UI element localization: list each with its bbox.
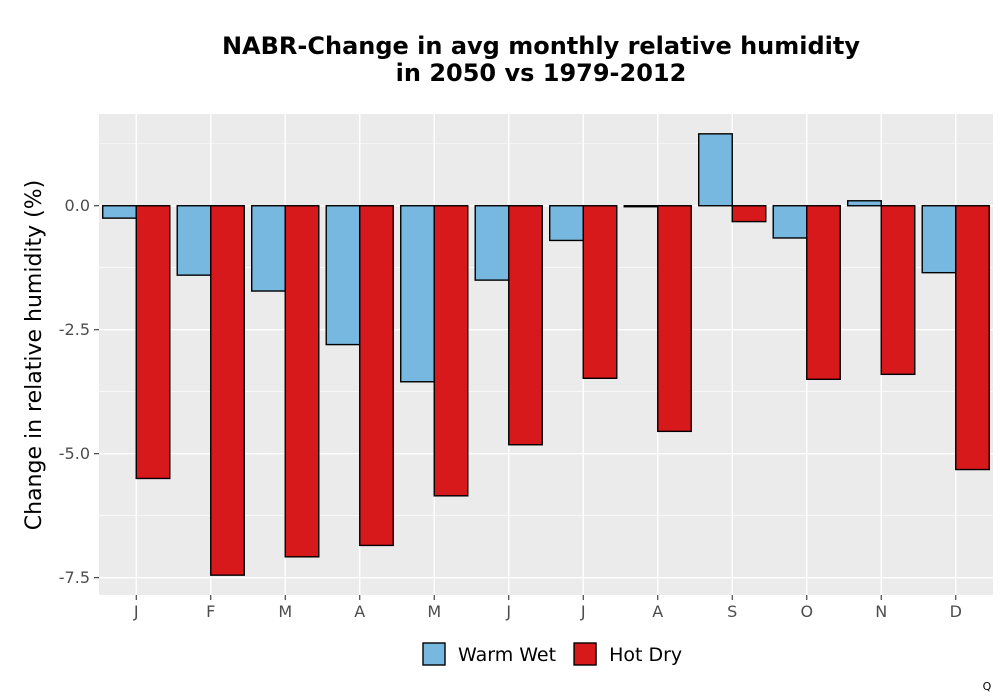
bar	[623, 205, 659, 208]
legend-label: Hot Dry	[609, 644, 682, 666]
footnote: Q	[983, 680, 992, 693]
bar	[102, 205, 137, 219]
bar	[508, 205, 543, 446]
x-tick-label: N	[875, 602, 887, 621]
bar	[921, 205, 957, 274]
chart-title-line-2: in 2050 vs 1979-2012	[396, 59, 687, 87]
x-tick-label: D	[950, 602, 962, 621]
bars	[102, 133, 990, 576]
bar	[400, 205, 435, 383]
y-tick-label: 0.0	[65, 196, 90, 215]
y-tick-label: -7.5	[59, 568, 90, 587]
bar	[433, 205, 469, 497]
x-tick-label: J	[580, 602, 586, 621]
bar	[251, 205, 286, 292]
legend-label: Warm Wet	[458, 644, 556, 666]
x-tick-label: J	[505, 602, 511, 621]
x-tick-label: M	[278, 602, 292, 621]
y-axis: 0.0 -2.5 -5.0 -7.5	[59, 196, 99, 587]
bar	[135, 205, 171, 480]
legend: Warm Wet Hot Dry	[422, 642, 682, 666]
bar	[549, 205, 584, 242]
bar	[176, 205, 212, 276]
y-axis-label: Change in relative humidity (%)	[22, 180, 47, 530]
bar	[325, 205, 361, 346]
bar	[582, 205, 618, 380]
bar	[657, 205, 692, 433]
bar	[698, 133, 733, 207]
bar	[880, 205, 916, 376]
x-tick-label: M	[427, 602, 441, 621]
x-tick-label: A	[354, 602, 365, 621]
bar	[847, 200, 882, 207]
legend-key	[422, 642, 446, 666]
y-tick-label: -2.5	[59, 320, 90, 339]
bar	[474, 205, 510, 281]
x-tick-label: S	[727, 602, 737, 621]
x-tick-label: A	[652, 602, 663, 621]
bar	[359, 205, 394, 547]
x-tick-label: J	[133, 602, 139, 621]
bar	[210, 205, 245, 576]
bar	[772, 205, 808, 239]
chart-title-line-1: NABR-Change in avg monthly relative humi…	[222, 32, 860, 60]
y-tick-label: -5.0	[59, 444, 90, 463]
bar	[731, 205, 767, 223]
legend-key	[573, 642, 597, 666]
plot-panel	[99, 114, 993, 595]
bar	[284, 205, 320, 558]
x-tick-label: O	[800, 602, 813, 621]
bar	[806, 205, 841, 380]
x-tick-label: F	[206, 602, 215, 621]
bar	[955, 205, 990, 471]
grid-minor	[99, 143, 993, 516]
